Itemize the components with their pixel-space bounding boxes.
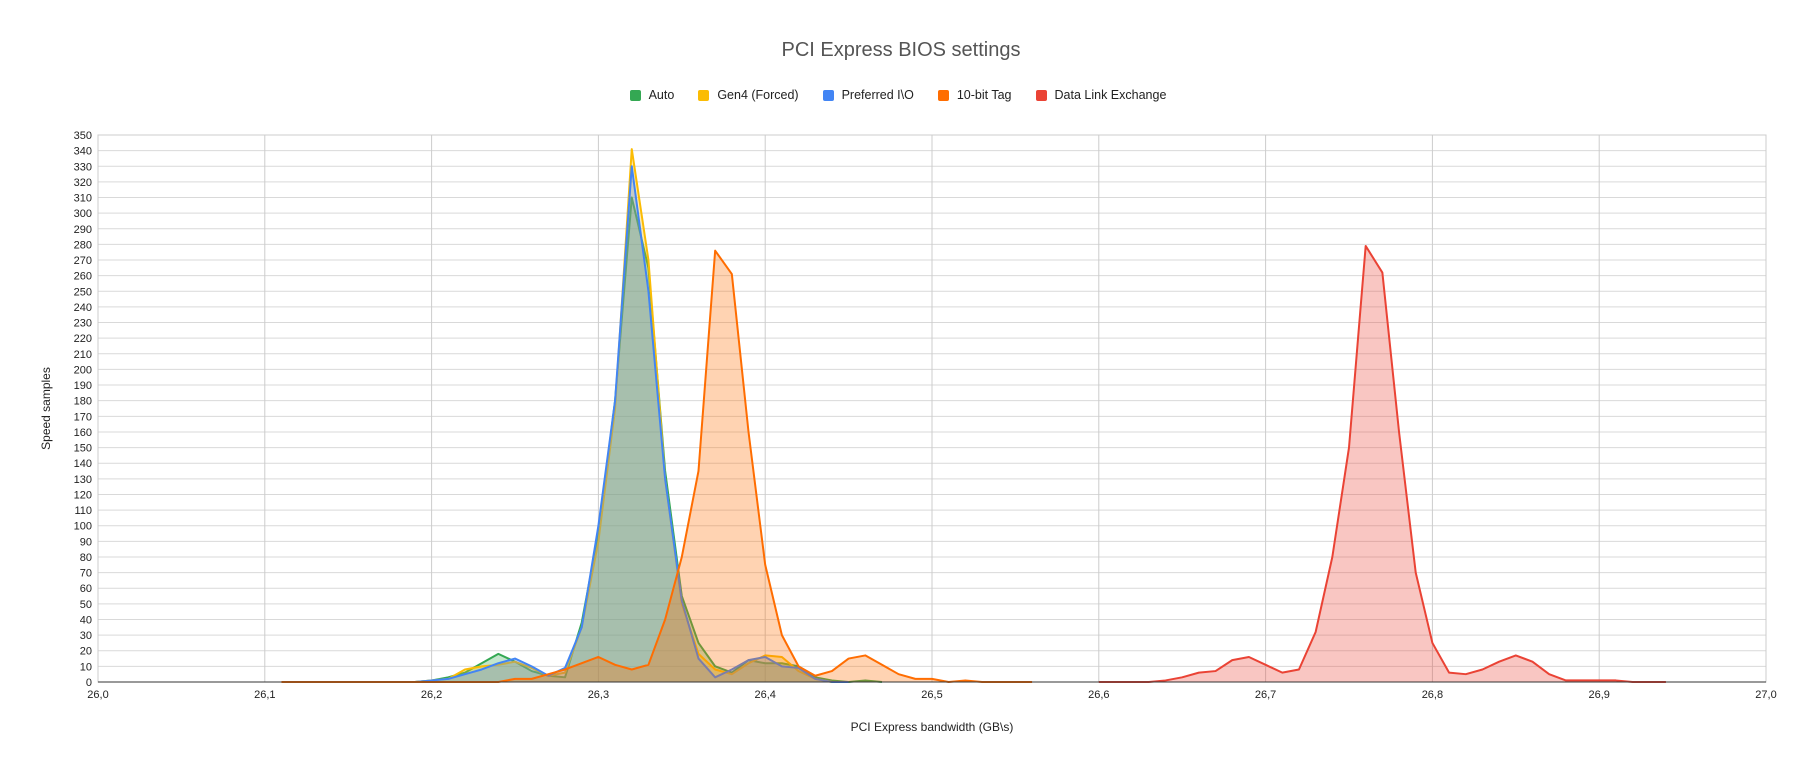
series-line (381, 148, 849, 683)
x-tick-label: 26,0 (87, 689, 108, 701)
y-tick-label: 280 (74, 239, 92, 251)
y-tick-label: 70 (80, 568, 92, 580)
y-tick-label: 160 (74, 427, 92, 439)
legend-label: Data Link Exchange (1054, 88, 1167, 102)
legend-item: Auto (629, 88, 675, 102)
x-tick-label: 26,1 (254, 689, 275, 701)
series-4 (1098, 244, 1666, 683)
y-tick-label: 0 (86, 677, 92, 689)
series-area (414, 197, 882, 682)
legend-item: 10-bit Tag (937, 88, 1012, 102)
axes: 0 10 20 30 40 50 60 70 80 90 100 110 120 130 140 150 160… (39, 130, 1777, 734)
y-tick-label: 170 (74, 411, 92, 423)
x-tick-label: 26,4 (754, 689, 775, 701)
legend-swatch (1035, 89, 1047, 101)
y-tick-label: 30 (80, 630, 92, 642)
legend-label: Preferred I\O (841, 88, 914, 102)
y-tick-label: 140 (74, 458, 92, 470)
chart-legend: Auto Gen4 (Forced) Preferred I\O 10-bit Tag… (0, 88, 1802, 102)
y-tick-label: 130 (74, 474, 92, 486)
y-tick-label: 260 (74, 271, 92, 283)
y-tick-label: 150 (74, 443, 92, 455)
chart-title: PCI Express BIOS settings (781, 39, 1021, 61)
y-tick-label: 220 (74, 333, 92, 345)
y-tick-label: 210 (74, 349, 92, 361)
y-tick-label: 310 (74, 193, 92, 205)
series-line (1098, 244, 1666, 683)
series-line (414, 165, 849, 683)
legend-item: Data Link Exchange (1035, 88, 1167, 102)
y-tick-label: 190 (74, 380, 92, 392)
series-area (1098, 245, 1666, 682)
legend-item: Gen4 (Forced) (698, 88, 799, 102)
y-tick-label: 330 (74, 161, 92, 173)
x-tick-label: 26,3 (588, 689, 609, 701)
y-tick-label: 180 (74, 396, 92, 408)
x-tick-label: 26,5 (921, 689, 942, 701)
y-tick-label: 120 (74, 489, 92, 501)
y-tick-label: 50 (80, 599, 92, 611)
y-tick-label: 20 (80, 646, 92, 658)
y-tick-label: 290 (74, 224, 92, 236)
y-axis-title: Speed samples (39, 367, 53, 450)
y-tick-label: 100 (74, 521, 92, 533)
legend-label: Gen4 (Forced) (717, 88, 799, 102)
x-tick-label: 27,0 (1755, 689, 1776, 701)
y-tick-label: 90 (80, 536, 92, 548)
y-tick-label: 340 (74, 146, 92, 158)
legend-item: Preferred I\O (822, 88, 914, 102)
x-tick-label: 26,2 (421, 689, 442, 701)
y-tick-label: 300 (74, 208, 92, 220)
series-2 (414, 165, 849, 683)
y-tick-label: 350 (74, 130, 92, 142)
legend-swatch (629, 89, 641, 101)
y-tick-label: 200 (74, 364, 92, 376)
legend-swatch (698, 89, 710, 101)
gridlines (97, 134, 1767, 683)
series-1 (381, 148, 849, 683)
y-tick-label: 270 (74, 255, 92, 267)
legend-swatch (822, 89, 834, 101)
x-tick-label: 26,9 (1588, 689, 1609, 701)
y-tick-label: 40 (80, 614, 92, 626)
legend-label: 10-bit Tag (956, 88, 1012, 102)
y-tick-label: 250 (74, 286, 92, 298)
y-tick-label: 110 (74, 505, 92, 517)
x-tick-label: 26,7 (1255, 689, 1276, 701)
series-area (414, 166, 849, 682)
y-tick-label: 80 (80, 552, 92, 564)
y-tick-label: 240 (74, 302, 92, 314)
y-tick-label: 320 (74, 177, 92, 189)
legend-swatch (937, 89, 949, 101)
y-tick-label: 230 (74, 318, 92, 330)
x-tick-label: 26,8 (1422, 689, 1443, 701)
legend-label: Auto (648, 88, 675, 102)
y-tick-label: 10 (80, 661, 92, 673)
x-axis-title: PCI Express bandwidth (GB\s) (851, 720, 1014, 734)
x-tick-label: 26,6 (1088, 689, 1109, 701)
y-tick-label: 60 (80, 583, 92, 595)
